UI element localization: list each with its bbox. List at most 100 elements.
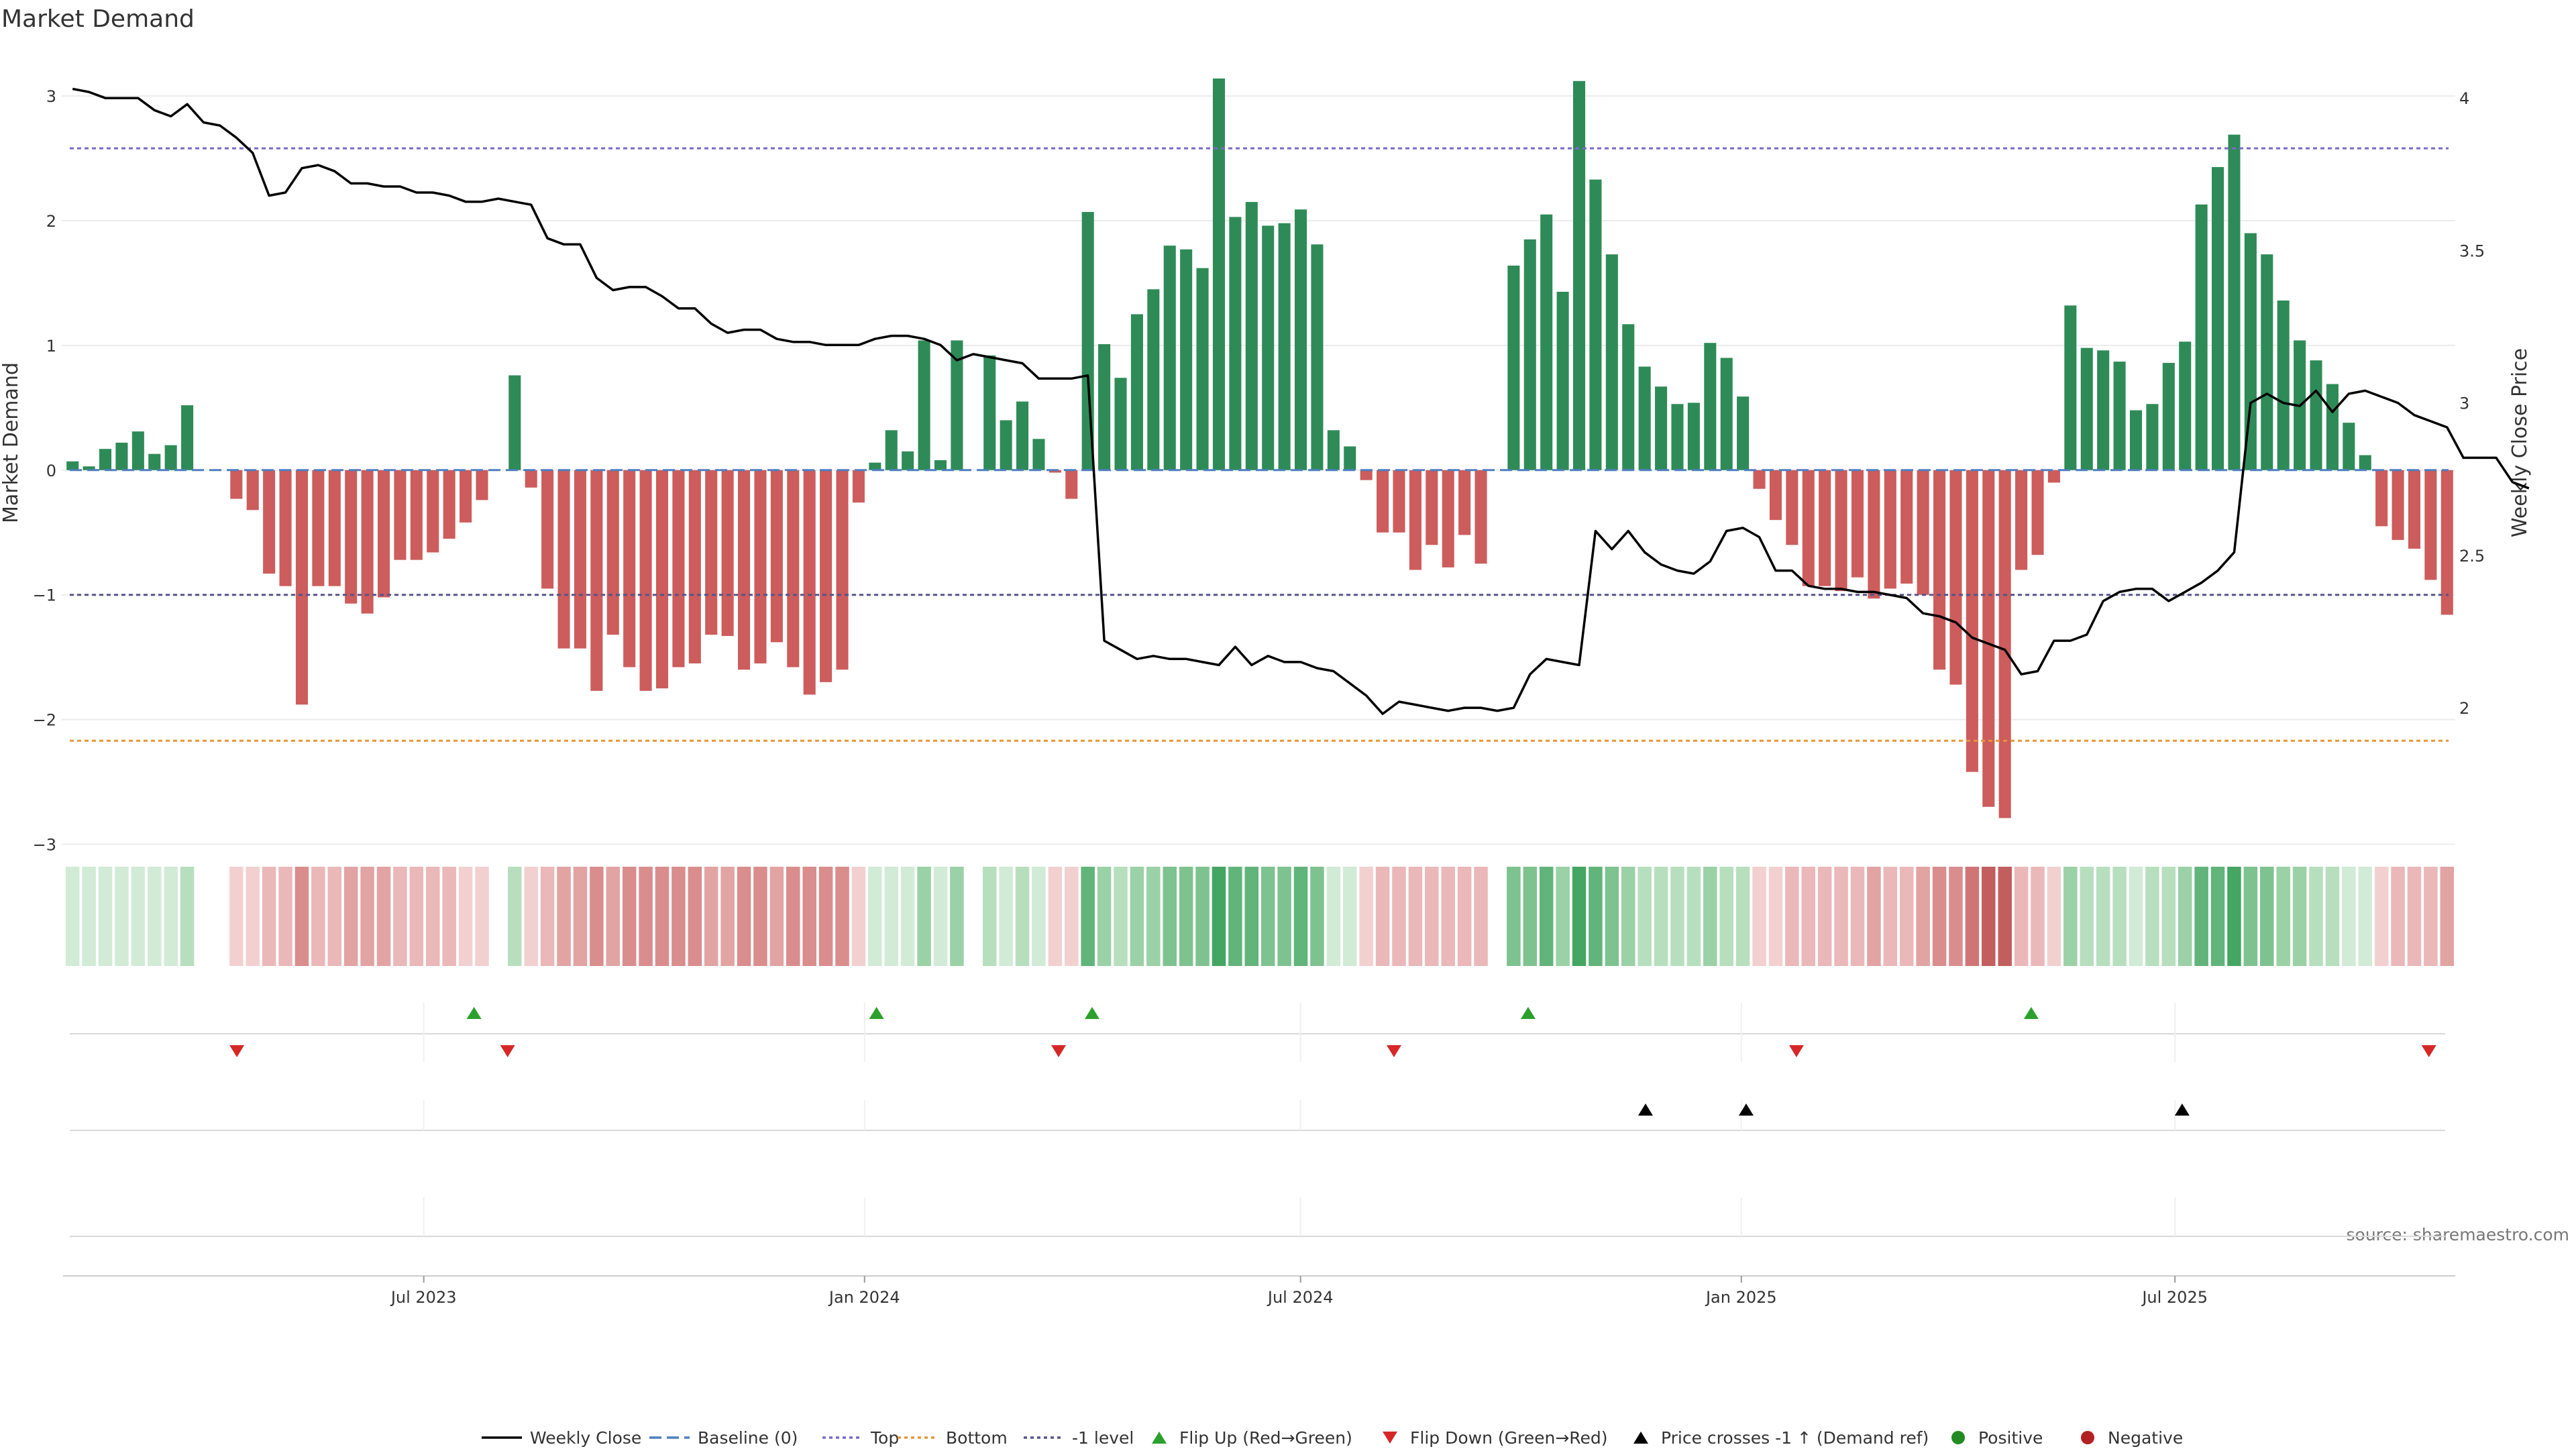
legend-item: Bottom xyxy=(898,1428,1008,1448)
heat-cell xyxy=(1310,867,1324,966)
demand-bar xyxy=(1933,470,1946,670)
heat-cell xyxy=(2112,867,2127,966)
heat-cell xyxy=(917,867,931,966)
legend-swatch xyxy=(1951,1431,1965,1444)
demand-bar xyxy=(1900,470,1913,584)
demand-bar xyxy=(1442,470,1454,568)
heat-cell xyxy=(1572,867,1587,966)
date-tick-label: Jul 2025 xyxy=(2141,1288,2208,1307)
price-cross-marker xyxy=(2174,1104,2190,1116)
heat-cell xyxy=(1032,867,1046,966)
demand-bar xyxy=(1262,225,1275,470)
heat-cell xyxy=(2210,867,2225,966)
heat-cell xyxy=(1703,867,1717,966)
demand-bar xyxy=(2080,347,2093,470)
y-tick-label: 1 xyxy=(46,337,56,356)
legend-item: -1 level xyxy=(1024,1428,1134,1448)
demand-bar xyxy=(394,470,407,560)
legend-label: Negative xyxy=(2108,1428,2183,1448)
heat-cell xyxy=(1883,867,1898,966)
heat-cell xyxy=(1621,867,1635,966)
heat-cell xyxy=(1130,867,1144,966)
legend-label: Bottom xyxy=(946,1428,1008,1448)
legend-item: Negative xyxy=(2081,1428,2183,1448)
demand-bar xyxy=(574,470,586,649)
demand-bar xyxy=(885,430,898,470)
demand-bars xyxy=(66,78,2453,818)
heat-cell xyxy=(1605,867,1619,966)
demand-bar xyxy=(246,470,259,511)
demand-bar xyxy=(1540,214,1553,470)
legend-swatch xyxy=(1383,1432,1397,1444)
demand-bar xyxy=(803,470,816,695)
demand-bar xyxy=(1426,470,1438,545)
heat-cell xyxy=(343,867,358,966)
demand-bar xyxy=(1458,470,1471,535)
heat-cell xyxy=(1260,867,1275,966)
heat-cell xyxy=(1982,867,1996,966)
demand-bar xyxy=(2408,470,2421,549)
heat-cell xyxy=(2374,867,2389,966)
demand-bar xyxy=(164,445,177,470)
demand-bar xyxy=(263,470,276,574)
flip-down-marker xyxy=(1386,1045,1401,1057)
source-credit: source: sharemaestro.com xyxy=(2347,1225,2570,1244)
demand-bar xyxy=(721,470,734,637)
demand-bar xyxy=(2424,470,2437,580)
heat-cell xyxy=(246,867,260,966)
heat-cell xyxy=(540,867,555,966)
heat-cell xyxy=(1638,867,1652,966)
heat-cell xyxy=(425,867,440,966)
heat-cell xyxy=(2080,867,2094,966)
heat-cell xyxy=(2047,867,2061,966)
heat-cell xyxy=(2129,867,2143,966)
demand-bar xyxy=(2277,300,2290,470)
price-cross-marker xyxy=(1638,1104,1653,1116)
demand-bar xyxy=(852,470,865,503)
demand-bar xyxy=(345,470,358,604)
heat-cell xyxy=(1916,867,1930,966)
demand-bar xyxy=(1409,470,1421,570)
heat-cell xyxy=(1244,867,1259,966)
heat-cell xyxy=(1507,867,1521,966)
legend-item: Positive xyxy=(1951,1428,2043,1448)
flip-up-marker xyxy=(2023,1007,2039,1019)
signal-marker-strips xyxy=(70,1003,2445,1237)
y-axis-ticks: −3 −2 −1 0 1 2 3 xyxy=(33,87,56,854)
heat-cell xyxy=(360,867,374,966)
close-price-line xyxy=(72,87,2530,715)
heat-cell xyxy=(524,867,538,966)
flip-down-marker xyxy=(2421,1045,2436,1057)
heat-cell xyxy=(557,867,571,966)
demand-bar xyxy=(1000,420,1012,470)
heat-cell xyxy=(851,867,866,966)
heat-cell xyxy=(1556,867,1570,966)
heat-cell xyxy=(180,867,195,966)
demand-bar xyxy=(2097,350,2110,470)
heat-cell xyxy=(2342,867,2356,966)
demand-bar xyxy=(1737,396,1750,470)
heat-cell xyxy=(1359,867,1373,966)
demand-bar xyxy=(2047,470,2060,483)
demand-bar xyxy=(83,466,95,470)
demand-bar xyxy=(1245,202,1258,470)
flip-up-marker xyxy=(1085,1007,1100,1019)
flip-down-marker xyxy=(1788,1045,1804,1057)
demand-bar xyxy=(869,462,881,470)
legend-label: Top xyxy=(870,1428,899,1448)
demand-bar xyxy=(377,470,390,598)
demand-bar xyxy=(590,470,603,691)
heat-cell xyxy=(999,867,1013,966)
demand-bar xyxy=(1786,470,1799,545)
demand-bar xyxy=(2244,233,2257,470)
heat-cell xyxy=(573,867,588,966)
heat-cell xyxy=(311,867,325,966)
demand-bar xyxy=(1655,386,1668,470)
heat-cell xyxy=(2243,867,2258,966)
demand-bar xyxy=(1212,78,1226,470)
legend-item: Weekly Close xyxy=(482,1428,641,1448)
demand-bar xyxy=(1523,239,1536,470)
heat-cell xyxy=(1850,867,1865,966)
demand-bar xyxy=(1917,470,1929,595)
legend-item: Price crosses -1 ↑ (Demand ref) xyxy=(1633,1428,1929,1448)
